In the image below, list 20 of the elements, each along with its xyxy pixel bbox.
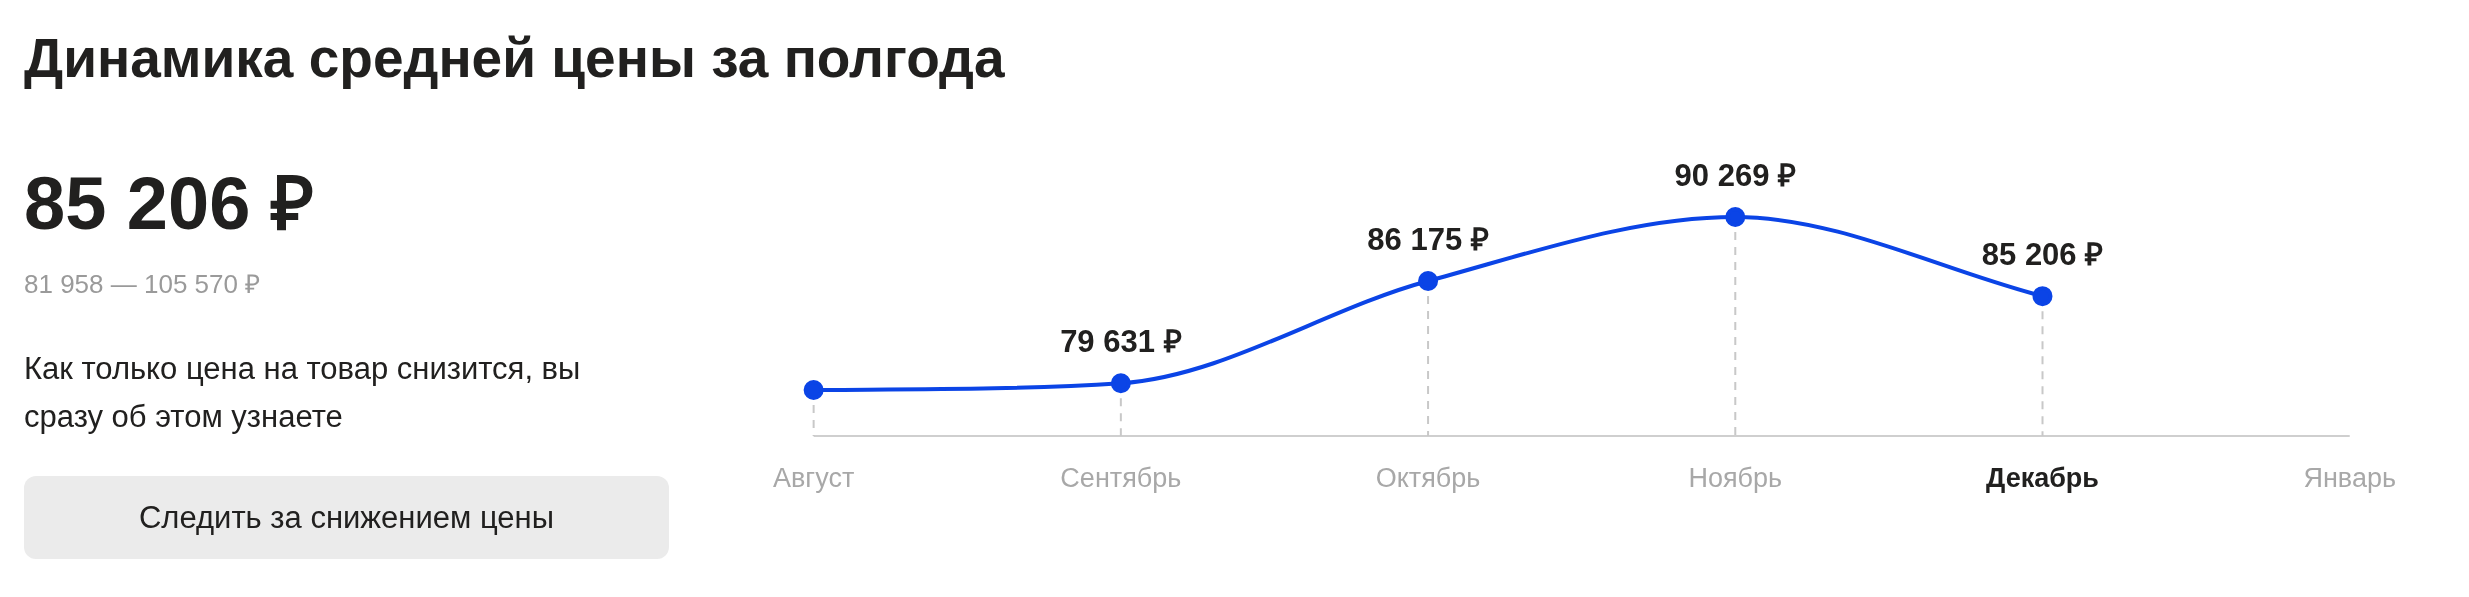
x-tick-label: Август — [773, 462, 855, 493]
x-tick-label: Ноябрь — [1688, 462, 1783, 493]
chart-title: Динамика средней цены за полгода — [24, 26, 1005, 90]
point — [803, 380, 824, 400]
point — [1110, 373, 1131, 394]
x-tick-label: Январь — [2303, 462, 2397, 493]
data-label: 90 269 ₽ — [1674, 158, 1797, 194]
point — [1418, 270, 1439, 291]
point — [1725, 207, 1746, 227]
text: Как только цена на товар снизится, вы сразу об этом узнаете — [24, 350, 582, 436]
data-label: 79 631 ₽ — [1060, 324, 1182, 360]
text: 85 206 ₽ — [24, 161, 314, 247]
x-tick-label: Сентябрь — [1060, 462, 1182, 493]
point — [2032, 286, 2053, 307]
data-label: 86 175 ₽ — [1367, 222, 1489, 258]
data-label: 85 206 ₽ — [1981, 237, 2104, 273]
x-tick-label: Декабрь — [1986, 462, 2099, 493]
text: 81 958 — 105 570 ₽ — [24, 268, 261, 301]
x-tick-label: Октябрь — [1375, 462, 1481, 493]
text: Следить за снижением цены — [24, 476, 669, 559]
